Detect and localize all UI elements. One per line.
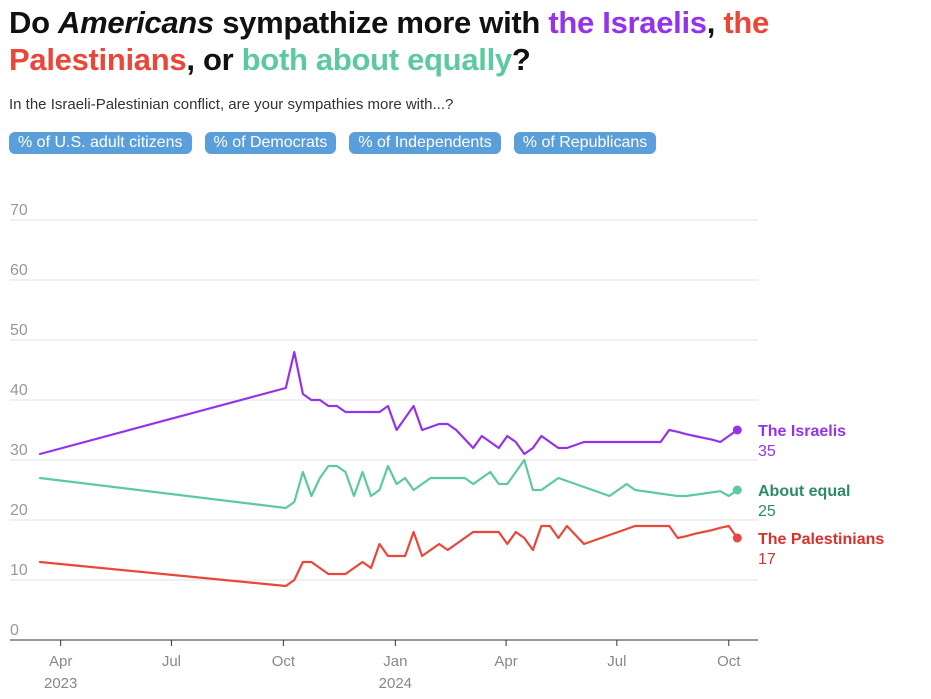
y-tick-label: 40: [10, 382, 28, 399]
title-israelis: the Israelis: [548, 5, 707, 40]
series-line-palestinians: [38, 524, 739, 588]
series-line-equal: [38, 458, 739, 510]
series-end-point-palestinians: [732, 533, 742, 543]
title-part: ,: [706, 5, 724, 40]
title-palestinians: the Palestinians: [9, 5, 769, 77]
chart-title: Do Americans sympathize more with the Is…: [9, 4, 909, 78]
series-label-israelis: The Israelis: [758, 423, 846, 440]
filter-chip-republicans[interactable]: % of Republicans: [513, 132, 657, 154]
series-value-label-equal: 25: [758, 503, 776, 520]
x-tick-label: Apr: [49, 653, 72, 670]
y-tick-label: 10: [10, 562, 28, 579]
y-tick-label: 20: [10, 502, 28, 519]
series-end-point-equal: [732, 485, 742, 495]
y-tick-label: 30: [10, 442, 28, 459]
title-part: Do: [9, 5, 59, 40]
x-tick-year-label: 2023: [44, 675, 77, 692]
y-tick-label: 60: [10, 262, 28, 279]
filter-chip-democrats[interactable]: % of Democrats: [204, 132, 337, 154]
filter-chips: % of U.S. adult citizens % of Democrats …: [9, 132, 657, 154]
title-americans: Americans: [58, 5, 214, 40]
y-tick-label: 70: [10, 202, 28, 219]
series-label-equal: About equal: [758, 483, 850, 500]
filter-chip-us-adults[interactable]: % of U.S. adult citizens: [9, 132, 192, 154]
x-tick-label: Jan: [383, 653, 407, 670]
x-tick-label: Oct: [272, 653, 296, 670]
series-label-palestinians: The Palestinians: [758, 531, 884, 548]
filter-chip-independents[interactable]: % of Independents: [349, 132, 501, 154]
series-end-point-israelis: [732, 425, 742, 435]
x-tick-label: Oct: [717, 653, 741, 670]
series-line-israelis: [38, 350, 739, 456]
chart-subtitle: In the Israeli-Palestinian conflict, are…: [9, 96, 454, 113]
x-tick-label: Jul: [607, 653, 626, 670]
x-tick-label: Apr: [494, 653, 517, 670]
title-both-equally: both about equally: [241, 42, 512, 77]
title-part: sympathize more with: [213, 5, 549, 40]
series-value-label-palestinians: 17: [758, 551, 776, 568]
series-value-label-israelis: 35: [758, 443, 776, 460]
title-part: ?: [511, 42, 531, 77]
x-tick-year-label: 2024: [379, 675, 412, 692]
y-tick-label: 0: [10, 622, 19, 639]
title-part: , or: [186, 42, 242, 77]
y-tick-label: 50: [10, 322, 28, 339]
x-tick-label: Jul: [162, 653, 181, 670]
